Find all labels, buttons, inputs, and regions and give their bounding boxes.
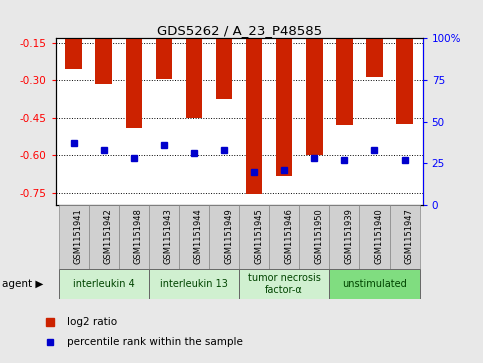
Bar bbox=[246, 6, 262, 194]
Text: log2 ratio: log2 ratio bbox=[67, 317, 117, 327]
Text: interleukin 4: interleukin 4 bbox=[73, 279, 135, 289]
Bar bbox=[149, 205, 179, 269]
Bar bbox=[179, 205, 209, 269]
Bar bbox=[89, 205, 119, 269]
Bar bbox=[306, 6, 323, 155]
Bar bbox=[329, 269, 420, 299]
Text: GSM1151939: GSM1151939 bbox=[344, 208, 354, 264]
Bar bbox=[269, 205, 299, 269]
Bar bbox=[149, 269, 239, 299]
Bar bbox=[58, 269, 149, 299]
Bar bbox=[329, 205, 359, 269]
Text: GSM1151949: GSM1151949 bbox=[224, 208, 233, 264]
Bar bbox=[276, 6, 293, 176]
Text: GSM1151945: GSM1151945 bbox=[254, 208, 263, 264]
Bar bbox=[65, 6, 82, 69]
Text: GSM1151942: GSM1151942 bbox=[104, 208, 113, 264]
Text: GSM1151946: GSM1151946 bbox=[284, 208, 293, 264]
Text: tumor necrosis
factor-α: tumor necrosis factor-α bbox=[248, 273, 321, 295]
Text: percentile rank within the sample: percentile rank within the sample bbox=[67, 337, 243, 347]
Text: GSM1151941: GSM1151941 bbox=[73, 208, 83, 264]
Bar bbox=[156, 6, 172, 79]
Bar bbox=[185, 6, 202, 118]
Text: GSM1151950: GSM1151950 bbox=[314, 208, 323, 264]
Text: GSM1151940: GSM1151940 bbox=[374, 208, 384, 264]
Title: GDS5262 / A_23_P48585: GDS5262 / A_23_P48585 bbox=[156, 24, 322, 37]
Bar bbox=[366, 6, 383, 77]
Bar bbox=[396, 6, 413, 124]
Bar bbox=[239, 205, 269, 269]
Bar bbox=[389, 205, 420, 269]
Bar bbox=[336, 6, 353, 125]
Bar bbox=[96, 6, 112, 84]
Bar bbox=[58, 205, 89, 269]
Bar bbox=[209, 205, 239, 269]
Text: GSM1151944: GSM1151944 bbox=[194, 208, 203, 264]
Text: unstimulated: unstimulated bbox=[342, 279, 407, 289]
Bar bbox=[216, 6, 232, 99]
Bar bbox=[359, 205, 389, 269]
Text: GSM1151943: GSM1151943 bbox=[164, 208, 173, 264]
Text: interleukin 13: interleukin 13 bbox=[160, 279, 228, 289]
Text: GSM1151947: GSM1151947 bbox=[405, 208, 413, 264]
Bar bbox=[119, 205, 149, 269]
Bar bbox=[239, 269, 329, 299]
Bar bbox=[299, 205, 329, 269]
Text: GSM1151948: GSM1151948 bbox=[134, 208, 143, 264]
Bar bbox=[126, 6, 142, 128]
Text: agent ▶: agent ▶ bbox=[2, 279, 44, 289]
